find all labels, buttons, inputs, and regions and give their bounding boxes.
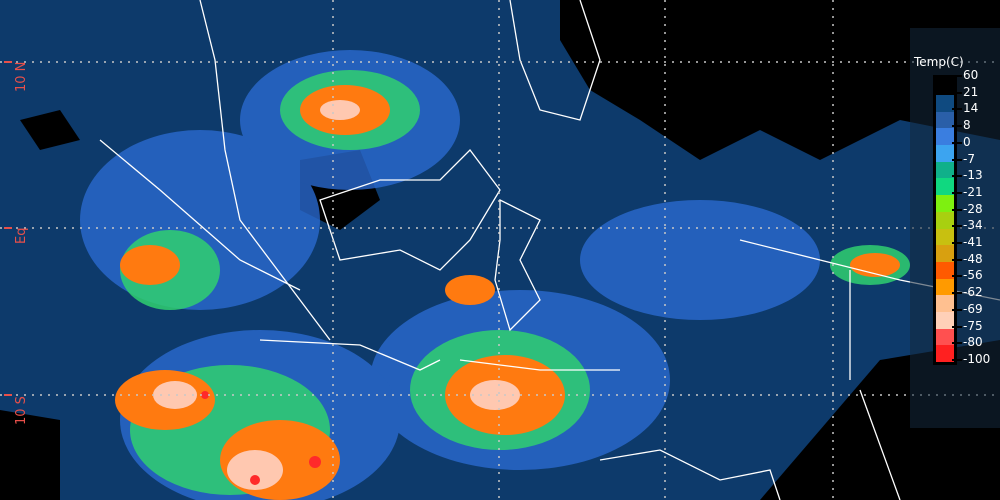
legend-tick [952, 141, 962, 144]
color-swatch [936, 95, 954, 112]
legend-tick [952, 158, 962, 161]
color-swatch [936, 211, 954, 229]
color-swatch [936, 128, 954, 146]
color-swatch [936, 328, 954, 346]
legend-title: Temp(C) [914, 55, 964, 69]
legend-tick [952, 258, 962, 261]
color-swatch [936, 278, 954, 296]
legend-label: -28 [963, 201, 983, 216]
legend-tick [952, 108, 962, 111]
legend-label: -56 [963, 268, 983, 283]
legend-tick [952, 359, 962, 361]
legend-label: -34 [963, 218, 983, 233]
legend-label: 21 [963, 84, 979, 99]
color-swatch [936, 261, 954, 279]
legend-label: -13 [963, 168, 983, 183]
legend-label: -69 [963, 301, 983, 316]
temperature-legend: Temp(C) 60 21 14 8 0 -7 -13 -21 -28 -34 -41 -48 -56 -… [910, 28, 1000, 428]
color-swatch [936, 111, 954, 129]
color-swatch [936, 345, 954, 362]
lat-tick [4, 394, 12, 396]
legend-label: -21 [963, 184, 983, 199]
legend-tick [952, 242, 962, 245]
legend-label: 0 [963, 134, 971, 149]
color-swatch [936, 145, 954, 162]
lat-label-10s: 10 S [14, 396, 29, 425]
lat-tick [4, 227, 12, 229]
color-swatch [936, 311, 954, 329]
lat-label-10n: 10 N [14, 61, 29, 92]
legend-tick [952, 342, 962, 345]
legend-label: -7 [963, 151, 975, 166]
color-swatch [936, 295, 954, 312]
legend-tick [952, 292, 962, 295]
color-swatch [936, 178, 954, 196]
lat-tick [4, 61, 12, 63]
legend-tick [952, 208, 962, 211]
legend-tick [952, 191, 962, 194]
legend-tick [952, 325, 962, 328]
legend-label: 14 [963, 101, 979, 116]
legend-label: 60 [963, 68, 979, 82]
color-swatch [936, 161, 954, 179]
legend-label: 8 [963, 118, 971, 133]
legend-tick [952, 308, 962, 311]
legend-label: -48 [963, 251, 983, 266]
legend-label: -100 [963, 352, 991, 366]
legend-label: -41 [963, 235, 983, 250]
legend-label: -80 [963, 335, 983, 350]
color-bar [933, 75, 957, 365]
legend-tick [952, 91, 962, 94]
legend-tick [952, 125, 962, 128]
legend-tick [952, 275, 962, 278]
color-swatch [936, 195, 954, 212]
lat-label-eq: Eq [14, 227, 29, 244]
color-swatch [936, 245, 954, 262]
color-swatch [936, 228, 954, 246]
legend-tick [952, 75, 962, 77]
legend-label: -75 [963, 318, 983, 333]
legend-tick [952, 225, 962, 228]
legend-tick [952, 175, 962, 178]
legend-label: -62 [963, 285, 983, 300]
color-swatch [936, 78, 954, 95]
